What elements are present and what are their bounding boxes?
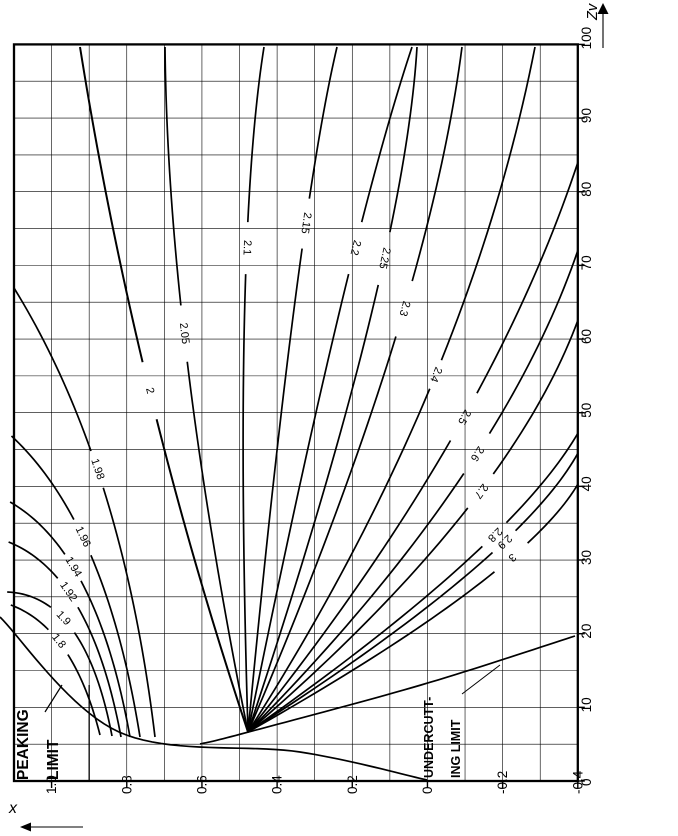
svg-text:20: 20 (579, 624, 594, 639)
svg-text:70: 70 (579, 255, 594, 270)
svg-text:90: 90 (579, 108, 594, 123)
svg-text:60: 60 (579, 329, 594, 344)
svg-text:-0.2: -0.2 (495, 771, 510, 794)
svg-text:PEAKING: PEAKING (15, 709, 32, 780)
svg-text:1.92: 1.92 (57, 580, 79, 604)
svg-text:UNDERCUTT-: UNDERCUTT- (422, 697, 436, 778)
svg-text:100: 100 (579, 27, 594, 50)
svg-text:2.2: 2.2 (348, 239, 363, 257)
svg-text:1.96: 1.96 (73, 525, 93, 550)
svg-text:1.94: 1.94 (63, 555, 84, 580)
svg-text:2.15: 2.15 (298, 212, 313, 235)
svg-text:2.5: 2.5 (455, 407, 473, 426)
svg-text:2: 2 (143, 386, 156, 395)
svg-text:80: 80 (579, 182, 594, 197)
svg-text:x: x (8, 800, 18, 817)
svg-text:2.7: 2.7 (472, 481, 491, 500)
svg-text:0.6: 0.6 (194, 775, 209, 794)
svg-text:3: 3 (506, 551, 518, 564)
svg-text:Zv: Zv (585, 3, 601, 21)
svg-text:2.1: 2.1 (240, 240, 253, 256)
svg-text:10: 10 (579, 697, 594, 712)
svg-text:30: 30 (579, 550, 594, 565)
svg-text:ING LIMIT: ING LIMIT (449, 719, 463, 778)
svg-text:1.8: 1.8 (49, 631, 68, 650)
svg-text:1.98: 1.98 (88, 457, 106, 481)
svg-text:0.4: 0.4 (270, 775, 285, 794)
svg-text:LIMIT: LIMIT (45, 739, 62, 780)
svg-text:1.9: 1.9 (54, 609, 73, 628)
svg-text:2.4: 2.4 (427, 365, 444, 384)
svg-text:2.6: 2.6 (468, 444, 486, 463)
svg-text:0: 0 (579, 778, 594, 786)
svg-text:50: 50 (579, 403, 594, 418)
svg-text:2.05: 2.05 (177, 322, 191, 345)
svg-text:40: 40 (579, 476, 594, 491)
svg-text:0.8: 0.8 (119, 775, 134, 794)
svg-text:0.2: 0.2 (345, 775, 360, 794)
svg-text:0: 0 (420, 786, 435, 794)
